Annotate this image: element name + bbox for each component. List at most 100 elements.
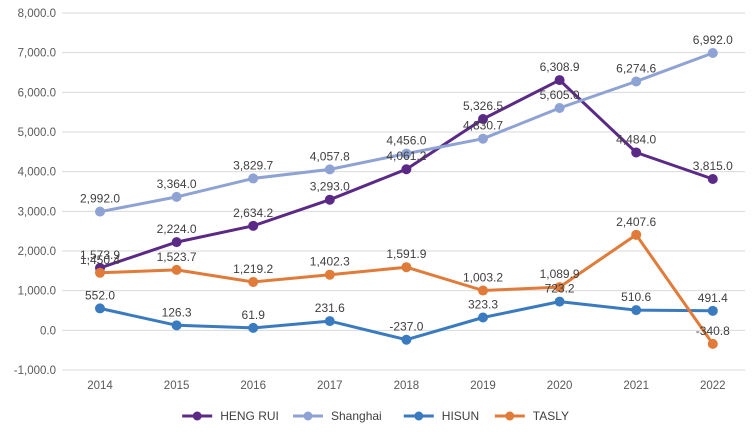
data-label: 1,003.2 (463, 271, 503, 285)
x-tick-label: 2014 (87, 380, 113, 392)
x-tick-label: 2015 (164, 380, 190, 392)
y-tick-label: -1,000.0 (14, 365, 56, 377)
data-point (554, 103, 565, 114)
data-label: 1,219.2 (233, 262, 273, 276)
x-axis: 2014 2015 2016 2017 2018 2019 2020 2021 2022 (87, 380, 725, 392)
data-label: 6,992.0 (693, 33, 733, 47)
data-point (631, 305, 642, 316)
data-point (554, 296, 565, 307)
y-tick-label: 4,000.0 (18, 167, 56, 179)
y-tick-label: 2,000.0 (18, 246, 56, 258)
data-label: 1,573.9 (80, 248, 120, 262)
data-label: 1,450.4 (80, 253, 120, 267)
x-tick-label: 2020 (547, 380, 573, 392)
data-point (324, 269, 335, 280)
data-point (95, 267, 105, 278)
y-tick-label: 3,000.0 (18, 206, 56, 218)
data-label: 2,407.6 (616, 215, 656, 229)
legend-item: HISUN (403, 409, 479, 423)
y-tick-label: 7,000.0 (18, 48, 56, 60)
data-label: 231.6 (315, 301, 345, 315)
data-label: 4,456.0 (386, 134, 426, 148)
data-label: 1,523.7 (157, 250, 197, 264)
data-label: 4,484.0 (616, 132, 656, 146)
legend-swatch-marker (505, 411, 515, 421)
data-point (248, 220, 259, 231)
x-tick-label: 2021 (623, 380, 649, 392)
data-point (401, 334, 412, 345)
data-point (707, 338, 718, 349)
data-point (171, 191, 182, 202)
legend-swatch-marker (303, 411, 313, 421)
data-point (95, 206, 105, 217)
data-point (478, 312, 488, 323)
legend: HENG RUI Shanghai HISUN TASLY (182, 409, 569, 423)
legend-item: Shanghai (293, 409, 382, 423)
data-point (171, 237, 182, 248)
x-tick-label: 2018 (394, 380, 420, 392)
data-label: 323.3 (468, 298, 498, 312)
data-label: 5,605.0 (540, 88, 580, 102)
data-label: 3,815.0 (693, 159, 733, 173)
data-label: 2,634.2 (233, 206, 273, 220)
y-tick-label: 8,000.0 (18, 8, 56, 20)
data-label: 1,089.9 (540, 267, 580, 281)
y-axis: -1,000.0 0.0 1,000.0 2,000.0 3,000.0 4,000.0 5… (14, 8, 56, 377)
y-tick-label: 5,000.0 (18, 127, 56, 139)
data-label: 5,326.5 (463, 99, 503, 113)
data-point (478, 114, 488, 125)
data-label: 3,293.0 (310, 180, 350, 194)
data-label: 4,057.8 (310, 149, 350, 163)
x-tick-label: 2022 (700, 380, 726, 392)
series-points (95, 47, 718, 349)
data-label: 4,830.7 (463, 119, 503, 133)
data-label: 2,224.0 (157, 222, 197, 236)
data-label: -237.0 (389, 320, 423, 334)
data-point (324, 194, 335, 205)
data-label: 2,992.0 (80, 192, 120, 206)
data-label: 1,402.3 (310, 255, 350, 269)
data-point (248, 173, 259, 184)
data-label: 552.0 (85, 288, 115, 302)
data-point (631, 147, 642, 158)
data-point (478, 133, 488, 144)
data-point (171, 320, 182, 331)
y-tick-label: 0.0 (40, 325, 56, 337)
data-point (478, 285, 488, 296)
data-point (707, 305, 718, 316)
data-point (554, 282, 565, 293)
data-point (707, 174, 718, 185)
data-point (401, 148, 412, 159)
data-point (248, 322, 259, 333)
legend-label: TASLY (533, 409, 569, 423)
x-tick-label: 2017 (317, 380, 343, 392)
data-label: 491.4 (698, 291, 728, 305)
legend-item: HENG RUI (182, 409, 279, 423)
data-label: 510.6 (621, 290, 651, 304)
data-point (248, 276, 259, 287)
data-label: 1,591.9 (386, 247, 426, 261)
data-label: 3,364.0 (157, 177, 197, 191)
data-point (324, 316, 335, 327)
x-tick-label: 2019 (470, 380, 496, 392)
data-label: 6,308.9 (540, 60, 580, 74)
legend-swatch-marker (192, 411, 202, 421)
data-point (631, 229, 642, 240)
data-labels: 1,573.9 2,224.0 2,634.2 3,293.0 4,061.2 5,326… (80, 33, 733, 338)
legend-swatch-marker (414, 411, 424, 421)
data-label: 4,061.2 (386, 149, 426, 163)
legend-label: Shanghai (331, 409, 382, 423)
data-point (554, 75, 565, 86)
data-point (401, 262, 412, 273)
x-tick-label: 2016 (240, 380, 266, 392)
data-label: 3,829.7 (233, 158, 273, 172)
legend-item: TASLY (494, 409, 569, 423)
data-label: 61.9 (242, 308, 266, 322)
data-point (171, 264, 182, 275)
y-tick-label: 1,000.0 (18, 286, 56, 298)
data-point (324, 164, 335, 175)
data-point (401, 164, 412, 175)
data-label: 723.2 (545, 282, 575, 296)
